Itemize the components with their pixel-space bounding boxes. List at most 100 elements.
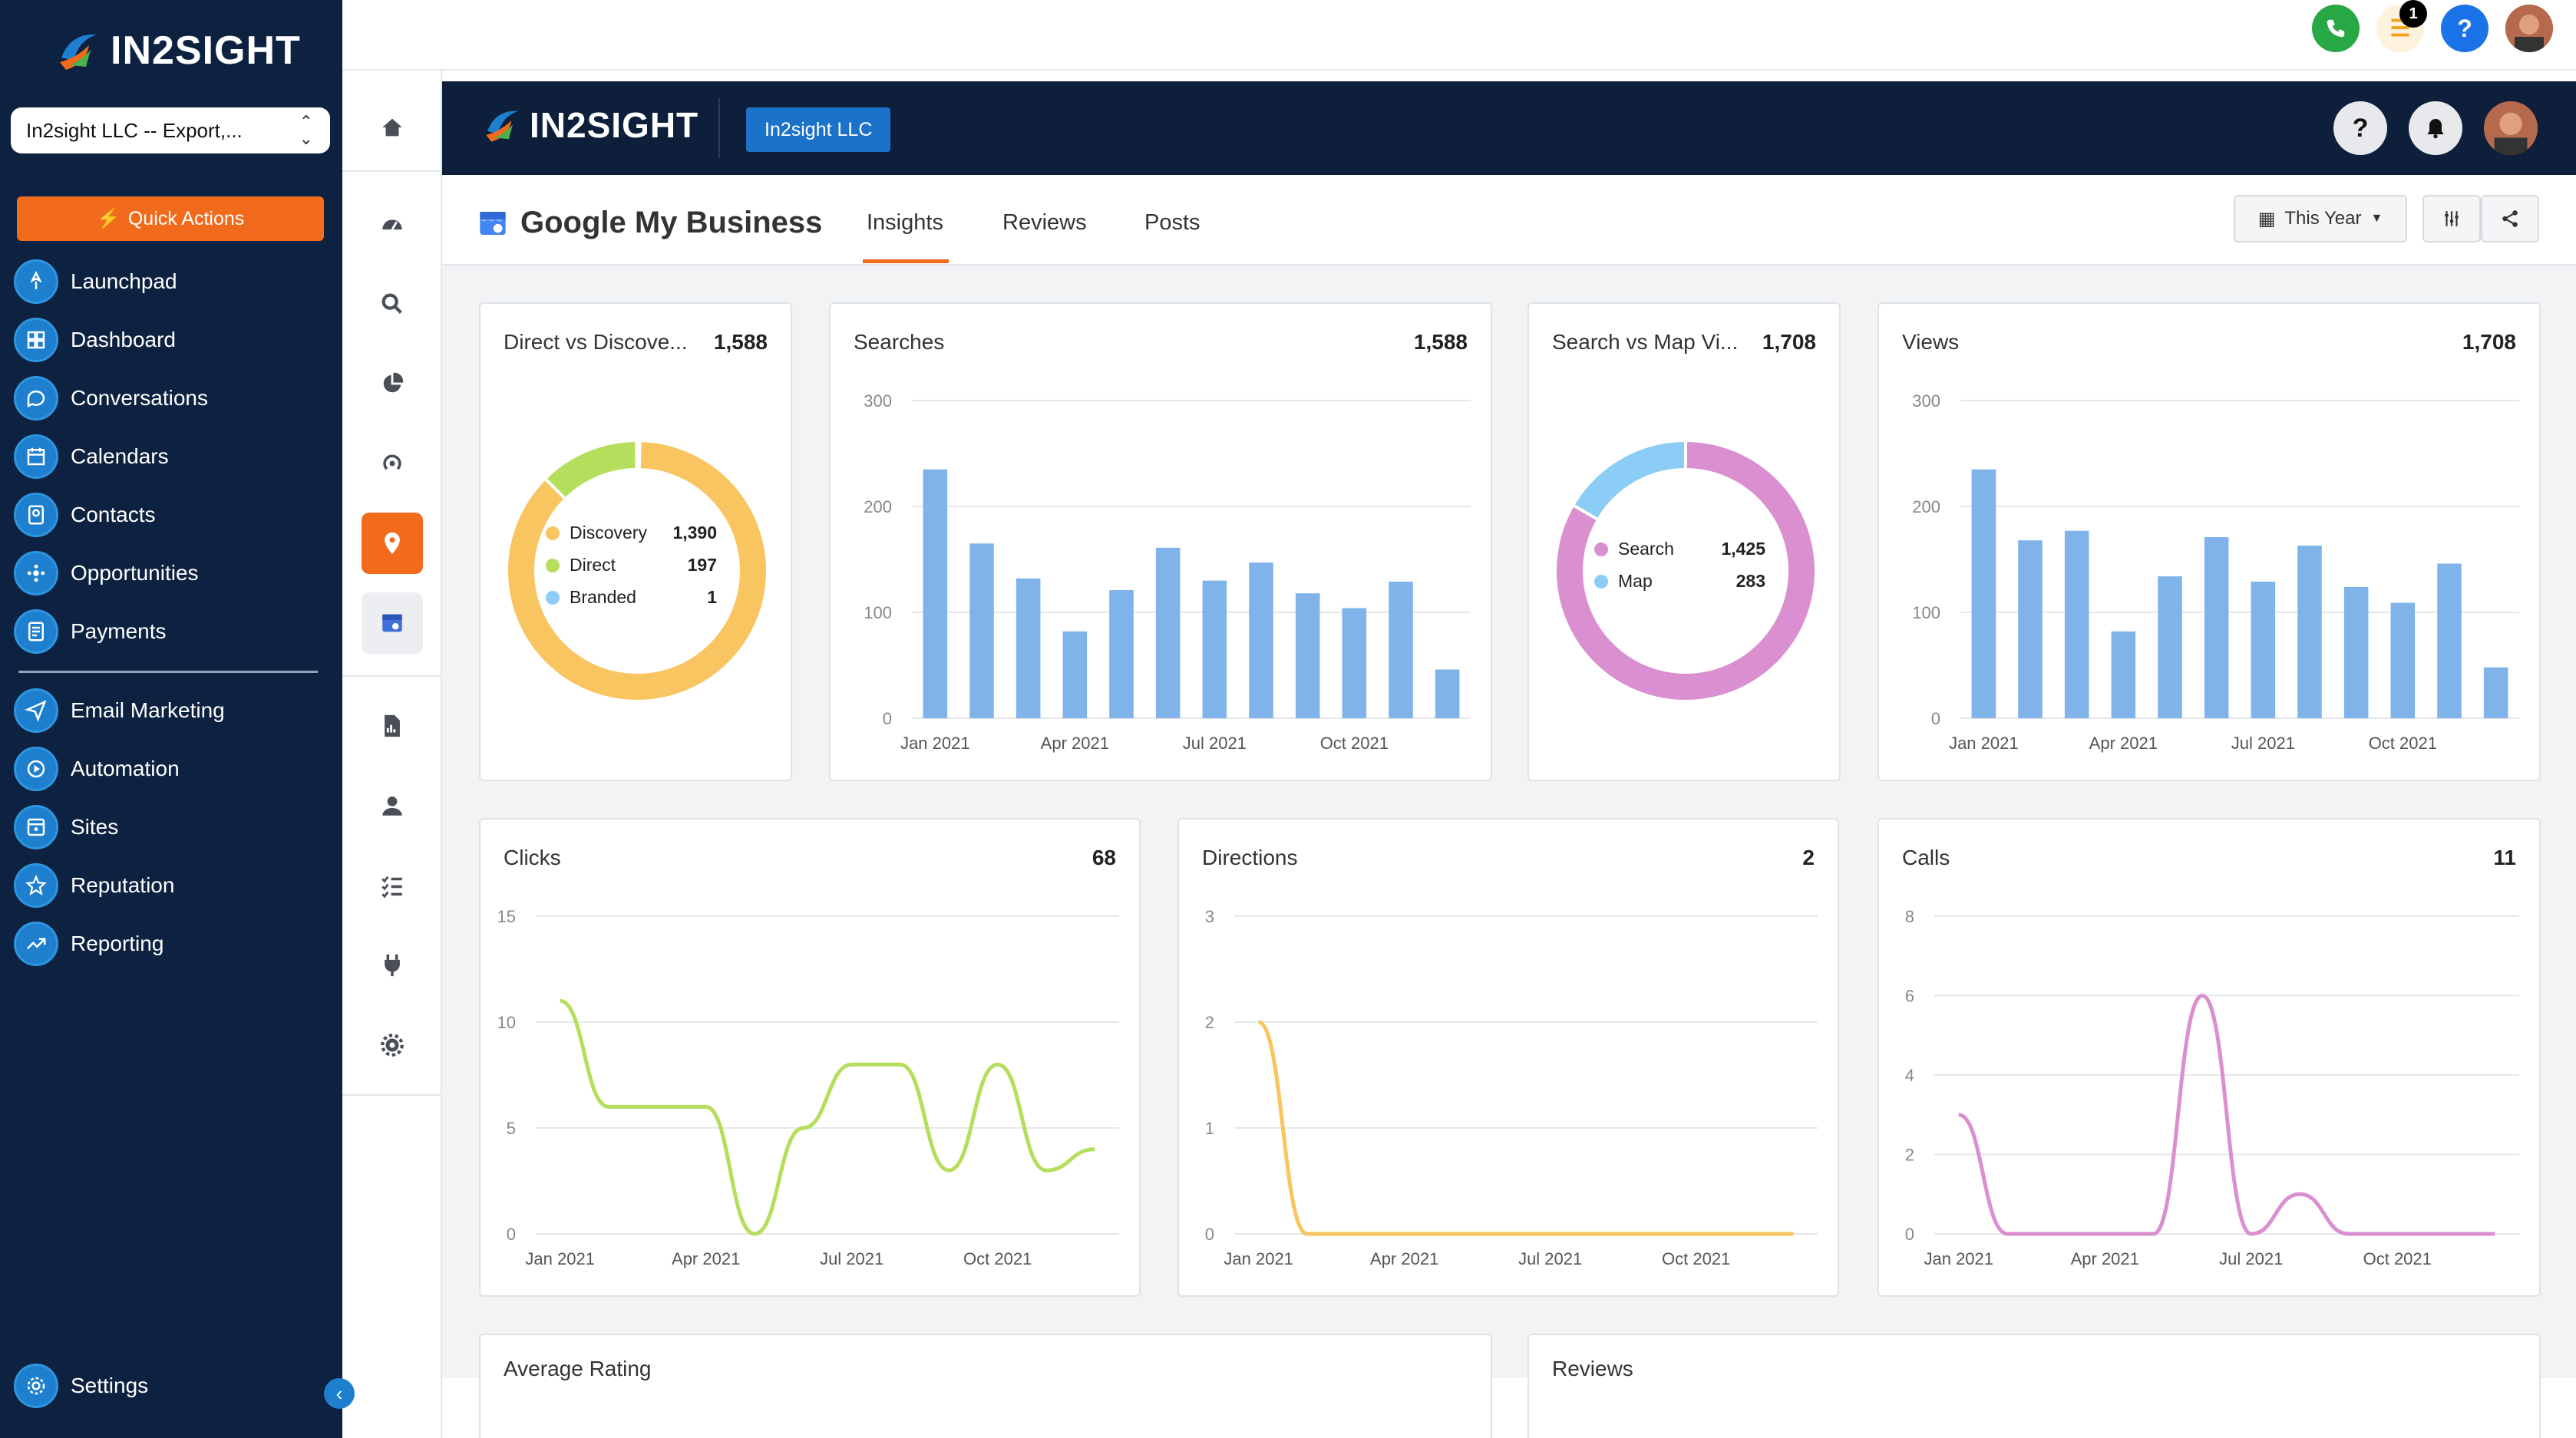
page-title-text: Google My Business	[520, 206, 823, 239]
bar	[2204, 537, 2229, 718]
help-icon: ?	[2457, 14, 2472, 42]
y-tick-label: 15	[497, 907, 516, 926]
sidebar-item-payments[interactable]: Payments	[14, 609, 336, 655]
sidebar-item-label: Calendars	[71, 444, 169, 468]
y-tick-label: 2	[1905, 1146, 1914, 1165]
phone-button[interactable]	[2312, 5, 2360, 52]
card-title: Search vs Map Vi...	[1552, 330, 1739, 354]
chevron-updown-icon: ⌃ ⌄	[299, 112, 313, 148]
brand-name: IN2SIGHT	[111, 28, 301, 73]
sidebar-item-label: Payments	[71, 619, 167, 643]
tab-insights[interactable]: Insights	[867, 210, 943, 235]
bar	[1249, 562, 1273, 718]
rail-dashboard[interactable]	[362, 193, 423, 255]
legend-label: Direct	[570, 555, 616, 575]
card-title: Direct vs Discove...	[504, 330, 688, 354]
bar	[1202, 580, 1227, 718]
chevron-left-icon: ‹	[335, 1381, 343, 1405]
send-icon	[14, 688, 58, 733]
sidebar-item-conversations[interactable]: Conversations	[14, 375, 336, 421]
sidebar-item-dashboard[interactable]: Dashboard	[14, 317, 336, 363]
card-clicks: Clicks 68 0 5 10 15 Jan 2021 Apr 2021 Jul 2021…	[479, 818, 1141, 1297]
sidebar-item-contacts[interactable]: Contacts	[14, 492, 336, 538]
user-icon	[382, 796, 402, 816]
rail-tasks[interactable]	[362, 855, 423, 916]
bar	[1155, 547, 1181, 718]
rail-contacts[interactable]	[362, 775, 423, 836]
avatar-photo	[2484, 101, 2538, 155]
sidebar-item-label: Opportunities	[71, 561, 199, 585]
sidebar-item-opportunities[interactable]: Opportunities	[14, 550, 336, 596]
date-filter-value: This Year	[2284, 208, 2362, 229]
share-button[interactable]	[2481, 195, 2539, 242]
sidebar-item-settings[interactable]: Settings	[14, 1363, 336, 1409]
account-selector[interactable]: In2sight LLC -- Export,... ⌃ ⌄	[11, 107, 330, 153]
legend-swatch	[1594, 543, 1608, 556]
rocket-icon	[14, 259, 58, 304]
app-header: IN2SIGHT In2sight LLC ?	[442, 81, 2576, 175]
help-button[interactable]: ?	[2441, 5, 2488, 52]
card-title: Calls	[1902, 846, 1950, 869]
rail-gmb[interactable]	[362, 592, 423, 654]
tasks-button[interactable]: ☰ 1	[2376, 0, 2427, 52]
card-title: Reviews	[1552, 1357, 1633, 1380]
bar	[2111, 631, 2136, 718]
bar	[2158, 576, 2182, 718]
tab-reviews[interactable]: Reviews	[1002, 210, 1087, 235]
notifications-button[interactable]	[2409, 101, 2462, 155]
header-logo[interactable]: IN2SIGHT	[482, 104, 698, 146]
brand-logo[interactable]: IN2SIGHT	[55, 26, 301, 75]
sidebar-item-reporting[interactable]: Reporting	[14, 921, 336, 967]
sidebar-item-email-marketing[interactable]: Email Marketing	[14, 688, 336, 734]
header-avatar[interactable]	[2484, 101, 2538, 155]
header-divider	[718, 98, 720, 158]
rail-divider	[342, 675, 442, 677]
sidebar-item-label: Settings	[71, 1374, 149, 1397]
legend-swatch	[546, 591, 560, 605]
rail-documents[interactable]	[362, 695, 423, 757]
rail-home[interactable]	[362, 97, 423, 158]
bar	[923, 469, 948, 718]
calendar-icon	[14, 434, 58, 479]
y-tick-label: 300	[1912, 391, 1940, 411]
org-chip[interactable]: In2sight LLC	[746, 107, 891, 152]
checklist-icon	[381, 876, 402, 899]
sidebar-item-label: Contacts	[71, 503, 156, 526]
legend-swatch	[546, 559, 560, 572]
header-help-button[interactable]: ?	[2333, 101, 2387, 155]
google-my-business-icon	[480, 211, 506, 235]
sidebar-item-sites[interactable]: Sites	[14, 804, 336, 850]
card-average-rating: Average Rating	[479, 1334, 1492, 1438]
y-tick-label: 100	[1912, 603, 1940, 622]
card-value: 1,588	[713, 330, 768, 354]
x-tick-label: Oct 2021	[2363, 1249, 2432, 1268]
collapse-sidebar-button[interactable]: ‹	[324, 1378, 355, 1409]
y-tick-label: 2	[1205, 1013, 1214, 1032]
rail-signal[interactable]	[362, 433, 423, 494]
rail-reports[interactable]	[362, 353, 423, 414]
user-avatar[interactable]	[2505, 5, 2553, 52]
sidebar-item-reputation[interactable]: Reputation	[14, 862, 336, 909]
sidebar-item-automation[interactable]: Automation	[14, 746, 336, 792]
date-filter-dropdown[interactable]: ▦ This Year ▼	[2234, 195, 2407, 242]
caret-down-icon: ▼	[2370, 212, 2383, 225]
sidebar-item-calendars[interactable]: Calendars	[14, 434, 336, 480]
rail-search[interactable]	[362, 273, 423, 335]
line-chart: 0 5 10 15 Jan 2021 Apr 2021 Jul 2021 Oct 2021	[497, 907, 1119, 1268]
line-chart: 0 2 4 6 8 Jan 2021 Apr 2021 Jul 2021 Oct 2021	[1905, 907, 2519, 1268]
card-title: Searches	[854, 330, 945, 354]
rail-locations[interactable]	[362, 513, 423, 574]
rail-settings[interactable]	[362, 1014, 423, 1076]
phone-icon	[2327, 19, 2345, 38]
tab-posts[interactable]: Posts	[1144, 210, 1200, 235]
sidebar-item-launchpad[interactable]: Launchpad	[14, 259, 336, 305]
quick-actions-button[interactable]: ⚡ Quick Actions	[17, 196, 324, 241]
columns-button[interactable]	[2422, 195, 2481, 242]
legend-value: 1,390	[672, 523, 717, 543]
x-tick-label: Apr 2021	[1041, 734, 1109, 753]
x-tick-label: Apr 2021	[2089, 734, 2158, 753]
x-tick-label: Jul 2021	[2231, 734, 2295, 753]
rail-integrations[interactable]	[362, 935, 423, 996]
bell-icon	[2427, 119, 2444, 139]
donut-chart: Search 1,425 Map 283	[1554, 438, 1818, 703]
